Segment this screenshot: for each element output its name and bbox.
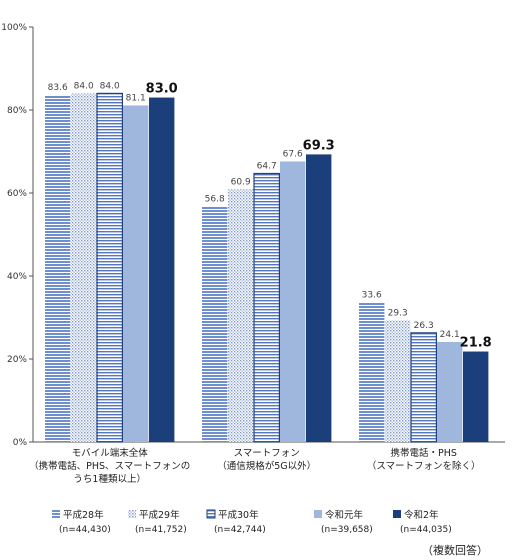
y-tick-label: 40% [7, 272, 27, 282]
data-label: 60.9 [231, 177, 251, 187]
legend-swatch [128, 510, 136, 518]
data-label: 83.6 [48, 83, 68, 93]
legend-swatch [314, 510, 322, 518]
bar [410, 332, 437, 443]
data-label: 67.6 [283, 149, 303, 159]
bar [385, 320, 411, 442]
footnote-multiple-answers: （複数回答） [422, 543, 488, 557]
legend-series-name: 平成30年 [218, 509, 259, 521]
category-label: （スマートフォンを除く） [367, 460, 481, 472]
category-label: うち1種類以上） [73, 473, 146, 485]
legend-series-name: 令和元年 [325, 509, 364, 521]
bar [280, 161, 306, 442]
legend-sample-size: (n=42,744) [214, 525, 266, 535]
data-label: 29.3 [388, 308, 408, 318]
bar [437, 341, 463, 442]
legend-series-name: 平成28年 [63, 509, 104, 521]
bar [202, 206, 228, 442]
data-label: 26.3 [414, 321, 434, 331]
data-label: 84.0 [74, 81, 94, 91]
bar [253, 172, 280, 443]
legend-series-name: 令和2年 [404, 509, 439, 521]
data-label: 81.1 [126, 93, 146, 103]
bar [359, 302, 385, 442]
legend-sample-size: (n=44,035) [400, 525, 452, 535]
legend-swatch [52, 510, 60, 518]
legend-series-name: 平成29年 [139, 509, 180, 521]
data-label: 64.7 [257, 161, 277, 171]
data-label: 33.6 [362, 291, 382, 301]
bar [45, 95, 71, 442]
bar [463, 351, 489, 442]
legend: 平成28年 (n=44,430) 平成29年 (n=41,752) 平成30年 (n=42… [52, 509, 452, 535]
data-label: 69.3 [303, 138, 335, 153]
bar [123, 105, 149, 442]
category-label: 携帯電話・PHS [390, 447, 456, 459]
bar [71, 93, 97, 443]
y-tick-label: 20% [7, 355, 27, 365]
legend-sample-size: (n=39,658) [321, 525, 373, 535]
legend-swatch [206, 509, 216, 519]
data-labels: 83.6 56.8 33.6 84.0 60.9 29.3 84.0 64.7 26.3 81.1… [48, 81, 492, 350]
y-tick-label: 80% [7, 106, 27, 116]
y-tick-label: 100% [1, 23, 27, 33]
legend-swatch [393, 510, 401, 518]
bar [306, 154, 332, 442]
y-tick-label: 0% [13, 438, 28, 448]
data-label: 83.0 [146, 82, 178, 97]
bars [45, 92, 489, 443]
bar [96, 92, 123, 443]
y-tick-label: 60% [7, 189, 27, 199]
legend-sample-size: (n=44,430) [59, 525, 111, 535]
category-label: モバイル端末全体 [72, 447, 149, 459]
legend-sample-size: (n=41,752) [135, 525, 187, 535]
data-label: 21.8 [460, 336, 492, 351]
category-label: （携帯電話、PHS、スマートフォンの [29, 460, 190, 472]
data-label: 24.1 [440, 330, 460, 340]
category-label: （通信規格が5G以外） [217, 460, 316, 472]
data-label: 84.0 [100, 81, 120, 91]
data-label: 56.8 [205, 194, 225, 204]
category-label: スマートフォン [234, 448, 300, 459]
bar [149, 97, 175, 443]
bar [228, 189, 254, 442]
